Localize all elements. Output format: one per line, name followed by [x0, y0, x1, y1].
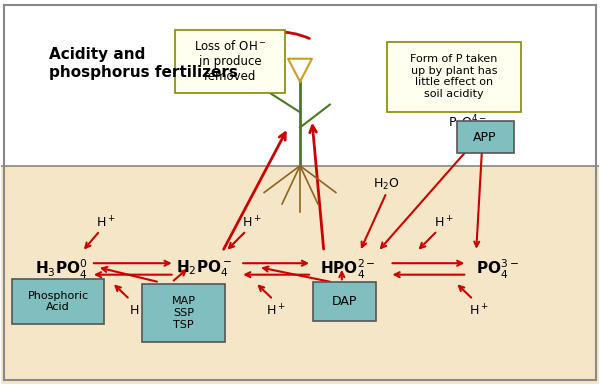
Text: Acidity and
phosphorus fertilizers: Acidity and phosphorus fertilizers: [49, 47, 238, 80]
Text: H$^+$: H$^+$: [266, 303, 286, 319]
Text: H$^+$: H$^+$: [434, 216, 453, 231]
Text: H$^+$: H$^+$: [242, 216, 262, 231]
FancyBboxPatch shape: [386, 42, 521, 112]
Text: H$^+$: H$^+$: [129, 303, 149, 319]
FancyBboxPatch shape: [1, 166, 599, 383]
Text: DAP: DAP: [332, 295, 358, 308]
FancyBboxPatch shape: [142, 284, 226, 341]
Text: P$_2$O$_7^{4-}$: P$_2$O$_7^{4-}$: [448, 114, 487, 134]
Text: Loss of OH$^-$
in produce
removed: Loss of OH$^-$ in produce removed: [194, 39, 266, 84]
Text: Form of P taken
up by plant has
little effect on
soil acidity: Form of P taken up by plant has little e…: [410, 54, 498, 99]
Text: H$^+$: H$^+$: [469, 303, 489, 319]
Text: H$_2$O: H$_2$O: [373, 177, 400, 192]
FancyBboxPatch shape: [175, 30, 285, 93]
Text: HPO$_4^{2-}$: HPO$_4^{2-}$: [320, 257, 376, 281]
FancyBboxPatch shape: [12, 278, 104, 325]
Text: Phosphoric
Acid: Phosphoric Acid: [28, 291, 89, 312]
FancyBboxPatch shape: [313, 282, 376, 321]
Text: APP: APP: [473, 131, 497, 144]
FancyBboxPatch shape: [457, 121, 514, 153]
Text: MAP
SSP
TSP: MAP SSP TSP: [172, 296, 196, 330]
Text: H$_3$PO$_4^0$: H$_3$PO$_4^0$: [35, 257, 88, 281]
Text: H$^+$: H$^+$: [96, 216, 116, 231]
Text: H$_2$PO$_4^-$: H$_2$PO$_4^-$: [176, 259, 233, 279]
FancyBboxPatch shape: [1, 2, 599, 166]
Text: PO$_4^{3-}$: PO$_4^{3-}$: [476, 257, 518, 281]
